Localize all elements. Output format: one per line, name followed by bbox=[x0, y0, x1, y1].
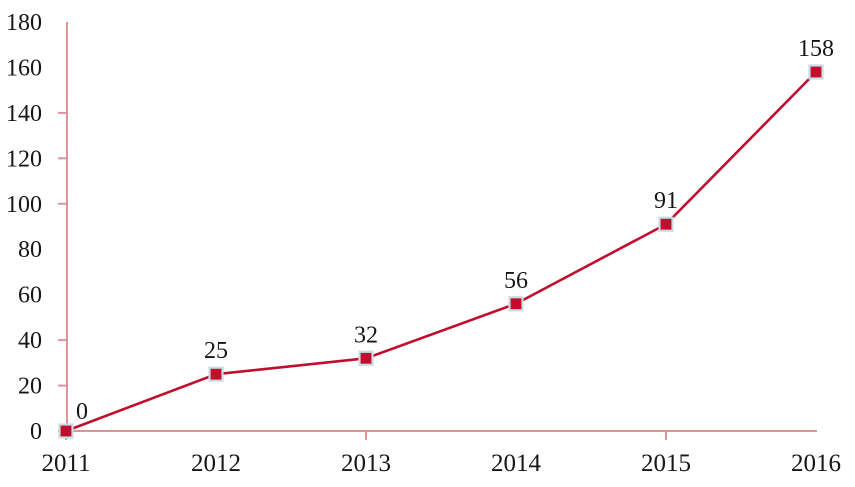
y-axis-label-160: 160 bbox=[6, 55, 42, 81]
y-axis-label-60: 60 bbox=[18, 283, 42, 309]
y-axis-label-20: 20 bbox=[18, 374, 42, 400]
data-point-marker-2014 bbox=[508, 296, 524, 312]
x-axis-label-2012: 2012 bbox=[191, 450, 241, 477]
y-axis-label-0: 0 bbox=[30, 419, 42, 445]
data-point-marker-2012 bbox=[208, 366, 224, 382]
data-label-2011: 0 bbox=[76, 399, 88, 425]
y-axis-label-120: 120 bbox=[6, 146, 42, 172]
data-point-marker-2011 bbox=[58, 423, 74, 439]
data-label-2012: 25 bbox=[204, 338, 228, 364]
x-axis-label-2014: 2014 bbox=[491, 450, 542, 477]
data-label-2015: 91 bbox=[654, 188, 678, 214]
data-label-2013: 32 bbox=[354, 322, 378, 348]
data-label-2014: 56 bbox=[504, 268, 528, 294]
data-point-marker-2013 bbox=[358, 350, 374, 366]
data-point-marker-2015 bbox=[658, 216, 674, 232]
data-point-marker-2016 bbox=[808, 64, 824, 80]
x-axis-label-2011: 2011 bbox=[41, 450, 90, 477]
y-axis-label-100: 100 bbox=[6, 192, 42, 218]
y-axis-label-180: 180 bbox=[6, 10, 42, 36]
x-axis-label-2016: 2016 bbox=[791, 450, 841, 477]
y-axis-label-40: 40 bbox=[18, 328, 42, 354]
y-axis-label-140: 140 bbox=[6, 101, 42, 127]
data-line bbox=[65, 71, 817, 433]
x-axis-label-2013: 2013 bbox=[341, 450, 391, 477]
x-axis-label-2015: 2015 bbox=[641, 450, 691, 477]
data-label-2016: 158 bbox=[798, 36, 834, 62]
y-axis-label-80: 80 bbox=[18, 237, 42, 263]
